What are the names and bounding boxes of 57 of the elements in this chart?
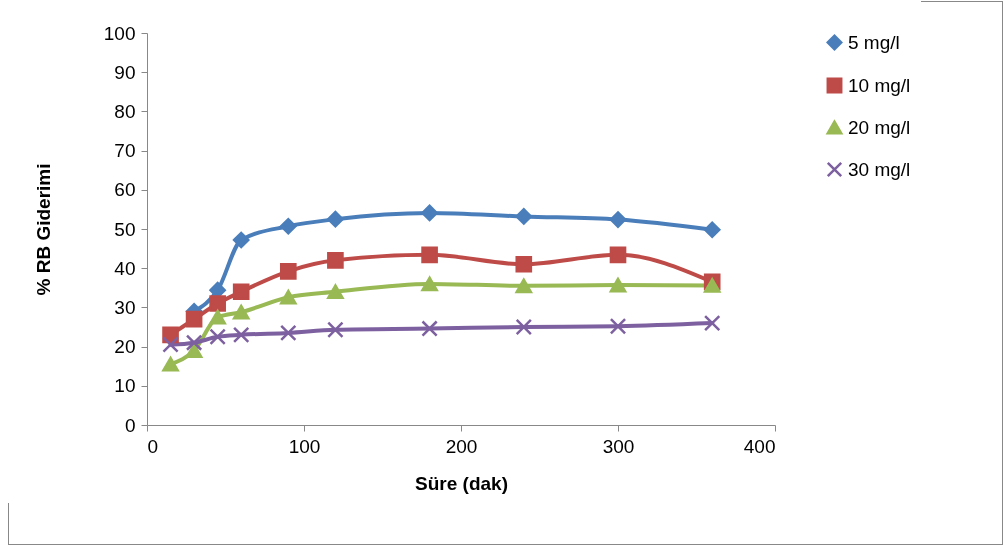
point bbox=[703, 314, 721, 332]
legend-label: 20 mg/l bbox=[848, 116, 911, 138]
point bbox=[421, 276, 438, 292]
point bbox=[279, 263, 297, 280]
point bbox=[421, 204, 438, 222]
point bbox=[703, 221, 721, 239]
y-tick-label: 0 bbox=[124, 414, 136, 436]
point bbox=[327, 210, 344, 228]
point bbox=[609, 211, 627, 228]
point bbox=[515, 318, 533, 336]
x-axis-title: Süre (dak) bbox=[415, 472, 508, 494]
point bbox=[232, 326, 250, 344]
point bbox=[279, 217, 297, 235]
y-tick-label: 10 bbox=[114, 375, 136, 397]
point bbox=[209, 309, 226, 325]
point bbox=[609, 277, 627, 293]
legend-label: 10 mg/l bbox=[848, 74, 911, 96]
y-tick-label: 70 bbox=[114, 140, 136, 162]
legend-label: 30 mg/l bbox=[848, 158, 911, 180]
point bbox=[162, 336, 179, 353]
y-tick-label: 90 bbox=[114, 61, 136, 83]
point bbox=[162, 356, 179, 372]
point bbox=[279, 324, 297, 342]
y-tick-label: 100 bbox=[103, 22, 136, 44]
point bbox=[515, 208, 533, 225]
point bbox=[327, 252, 344, 269]
point bbox=[232, 304, 250, 320]
point bbox=[185, 343, 203, 358]
x-tick-label: 0 bbox=[147, 435, 159, 457]
legend-label: 5 mg/l bbox=[848, 31, 900, 53]
point bbox=[327, 284, 344, 300]
point bbox=[185, 310, 203, 328]
x-tick-label: 100 bbox=[288, 435, 321, 457]
y-tick-label: 60 bbox=[114, 179, 136, 201]
point bbox=[232, 231, 250, 249]
point bbox=[185, 334, 203, 351]
point bbox=[515, 255, 533, 273]
x-tick-label: 300 bbox=[602, 435, 635, 457]
point bbox=[209, 295, 226, 312]
point bbox=[609, 317, 627, 335]
point bbox=[515, 278, 533, 294]
point bbox=[421, 246, 438, 264]
point bbox=[232, 283, 250, 301]
point bbox=[703, 278, 721, 293]
x-tick-label: 200 bbox=[445, 435, 478, 457]
point bbox=[609, 246, 627, 264]
y-tick-label: 50 bbox=[114, 218, 136, 240]
point bbox=[421, 320, 438, 337]
y-tick-label: 40 bbox=[114, 257, 136, 279]
y-tick-label: 80 bbox=[114, 100, 136, 122]
point bbox=[327, 321, 344, 339]
x-tick-label: 400 bbox=[743, 435, 776, 457]
y-tick-label: 20 bbox=[114, 336, 136, 358]
y-axis-title: % RB Giderimi bbox=[32, 163, 54, 296]
point bbox=[209, 328, 226, 346]
y-tick-label: 30 bbox=[114, 296, 136, 318]
point bbox=[279, 289, 297, 305]
